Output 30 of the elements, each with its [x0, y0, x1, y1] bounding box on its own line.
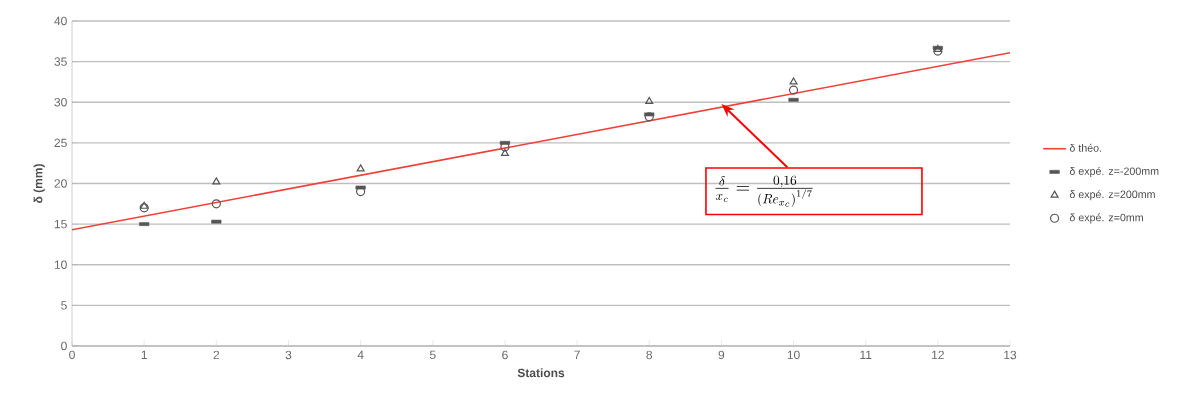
x-tick-label: 8 [646, 350, 653, 360]
x-tick-label: 7 [574, 350, 580, 359]
x-tick-label: 9 [718, 350, 725, 360]
y-tick-label: 5 [61, 301, 67, 310]
y-tick-label: 10 [54, 260, 67, 269]
y-tick-label: 40 [54, 16, 67, 26]
y-tick-label: 30 [54, 97, 67, 107]
y-tick-label: 0 [61, 341, 67, 351]
x-tick-label: 2 [213, 350, 220, 360]
legend-label: δ théo. [1069, 143, 1102, 152]
y-tick-label: 15 [54, 219, 67, 229]
x-tick-label: 5 [429, 350, 436, 360]
legend-label: δ expé. z=200mm [1069, 190, 1155, 201]
x-tick-label: 12 [932, 350, 944, 360]
x-tick-label: 6 [502, 350, 508, 360]
annotation: $\frac{\delta}{x_c}=\frac{0,16}{\left(Re_{x_c}\right)^{1/7}}$ [715, 175, 813, 207]
legend-label: δ expé. z=-200mm [1069, 166, 1159, 178]
x-tick-label: 10 [787, 350, 800, 360]
y-tick-label: 25 [54, 138, 67, 148]
x-tick-label: 4 [357, 350, 364, 359]
legend-label: δ expé. z=0mm [1069, 213, 1143, 224]
x-tick-label: 0 [69, 350, 75, 360]
x-tick-label: 3 [285, 350, 292, 360]
y-axis-title: δ (mm) [33, 164, 45, 203]
y-tick-label: 20 [54, 179, 67, 188]
x-axis-title: Stations [517, 368, 565, 378]
x-tick-label: 11 [860, 350, 872, 359]
y-tick-label: 35 [54, 57, 67, 66]
x-tick-label: 13 [1004, 350, 1017, 360]
x-tick-label: 1 [141, 350, 147, 359]
